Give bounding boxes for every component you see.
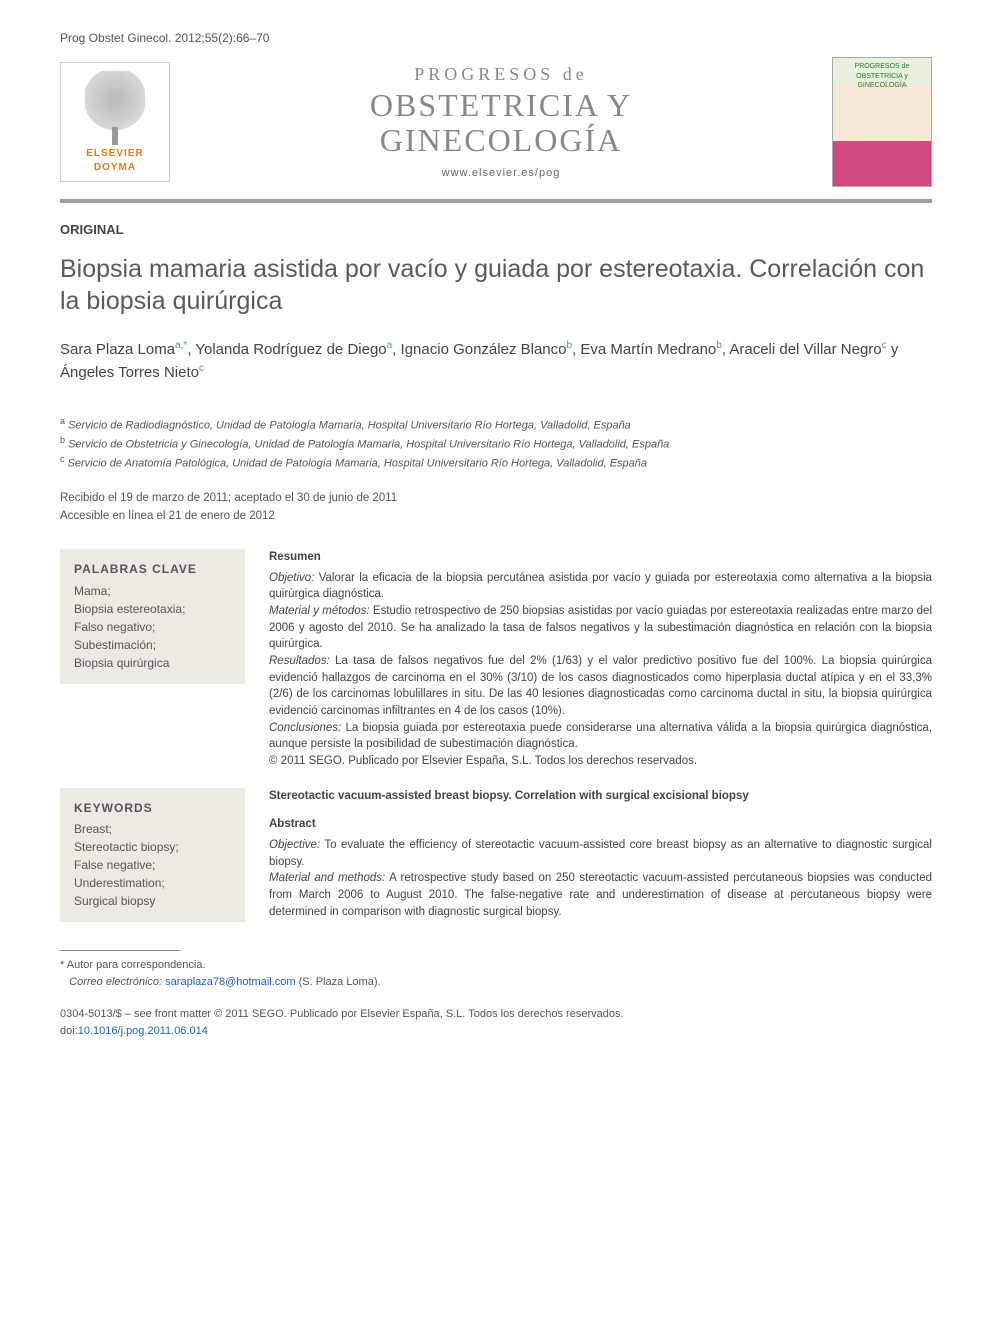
article-dates: Recibido el 19 de marzo de 2011; aceptad… (60, 490, 932, 525)
publisher-logo: ELSEVIER DOYMA (60, 62, 170, 182)
affiliations: a Servicio de Radiodiagnóstico, Unidad d… (60, 415, 932, 472)
doi-line: doi:10.1016/j.pog.2011.06.014 (60, 1023, 932, 1040)
abstract-en-material: Material and methods: A retrospective st… (269, 870, 932, 920)
abstract-en-body: Stereotactic vacuum-assisted breast biop… (269, 788, 932, 923)
keywords-head: KEYWORDS (74, 800, 231, 817)
resumen-conclusiones: Conclusiones: La biopsia guiada por este… (269, 720, 932, 753)
resultados-label: Resultados: (269, 655, 330, 667)
palabra-clave-item: Mama; (74, 582, 231, 600)
doi-prefix: doi: (60, 1025, 78, 1037)
objetivo-label: Objetivo: (269, 572, 314, 584)
elsevier-tree-icon (85, 71, 145, 141)
resumen-body: Resumen Objetivo: Valorar la eficacia de… (269, 549, 932, 770)
palabra-clave-item: Falso negativo; (74, 618, 231, 636)
publisher-name-1: ELSEVIER (86, 147, 143, 161)
abstract-block-en: KEYWORDS Breast;Stereotactic biopsy;Fals… (60, 788, 932, 923)
email-label: Correo electrónico: (69, 976, 162, 988)
keywords-box: KEYWORDS Breast;Stereotactic biopsy;Fals… (60, 788, 245, 923)
cover-text: PROGRESOS de OBSTETRICIA y GINECOLOGÍA (833, 62, 931, 91)
doi-link[interactable]: 10.1016/j.pog.2011.06.014 (78, 1025, 208, 1037)
resumen-resultados: Resultados: La tasa de falsos negativos … (269, 653, 932, 720)
resumen-objetivo: Objetivo: Valorar la eficacia de la biop… (269, 570, 932, 603)
resumen-material: Material y métodos: Estudio retrospectiv… (269, 603, 932, 653)
conclusiones-label: Conclusiones: (269, 722, 341, 734)
journal-prefix: PROGRESOS de (190, 62, 812, 87)
material-label-en: Material and methods: (269, 872, 385, 884)
email-suffix: (S. Plaza Loma). (299, 976, 381, 988)
objetivo-text: Valorar la eficacia de la biopsia percut… (269, 572, 932, 601)
journal-url: www.elsevier.es/pog (190, 166, 812, 181)
article-section-label: ORIGINAL (60, 221, 932, 239)
journal-title-block: PROGRESOS de OBSTETRICIA Y GINECOLOGÍA w… (170, 62, 832, 181)
conclusiones-text: La biopsia guiada por estereotaxia puede… (269, 722, 932, 751)
online-date: Accesible en línea el 21 de enero de 201… (60, 508, 932, 525)
keyword-item: Surgical biopsy (74, 892, 231, 910)
corresponding-email-link[interactable]: saraplaza78@hotmail.com (165, 976, 295, 988)
keyword-item: Stereotactic biopsy; (74, 838, 231, 856)
journal-header: ELSEVIER DOYMA PROGRESOS de OBSTETRICIA … (60, 57, 932, 203)
keyword-item: Breast; (74, 820, 231, 838)
corresponding-author-note: * Autor para correspondencia. (60, 957, 932, 974)
palabra-clave-item: Subestimación; (74, 636, 231, 654)
material-label: Material y métodos: (269, 605, 370, 617)
keyword-item: False negative; (74, 856, 231, 874)
received-accepted-date: Recibido el 19 de marzo de 2011; aceptad… (60, 490, 932, 507)
affiliation-line: a Servicio de Radiodiagnóstico, Unidad d… (60, 415, 932, 434)
running-head-citation: Prog Obstet Ginecol. 2012;55(2):66–70 (60, 30, 932, 47)
abstract-block-es: PALABRAS CLAVE Mama;Biopsia estereotaxia… (60, 549, 932, 770)
corresponding-email-line: Correo electrónico: saraplaza78@hotmail.… (60, 974, 932, 991)
palabras-clave-box: PALABRAS CLAVE Mama;Biopsia estereotaxia… (60, 549, 245, 684)
objective-label-en: Objective: (269, 839, 320, 851)
issn-copyright-line: 0304-5013/$ – see front matter © 2011 SE… (60, 1006, 932, 1023)
palabras-clave-head: PALABRAS CLAVE (74, 561, 231, 578)
palabra-clave-item: Biopsia quirúrgica (74, 654, 231, 672)
footnote-separator (60, 950, 180, 951)
footnotes: * Autor para correspondencia. Correo ele… (60, 957, 932, 990)
journal-title-line1: OBSTETRICIA Y (190, 88, 812, 123)
objective-text-en: To evaluate the efficiency of stereotact… (269, 839, 932, 868)
keyword-item: Underestimation; (74, 874, 231, 892)
journal-title-line2: GINECOLOGÍA (190, 123, 812, 158)
abstract-en-head: Abstract (269, 816, 932, 833)
resultados-text: La tasa de falsos negativos fue del 2% (… (269, 655, 932, 717)
resumen-copyright: © 2011 SEGO. Publicado por Elsevier Espa… (269, 753, 932, 770)
resumen-head: Resumen (269, 549, 932, 566)
footer-meta: 0304-5013/$ – see front matter © 2011 SE… (60, 1006, 932, 1039)
article-title: Biopsia mamaria asistida por vacío y gui… (60, 253, 932, 318)
journal-cover-thumbnail: PROGRESOS de OBSTETRICIA y GINECOLOGÍA (832, 57, 932, 187)
affiliation-line: c Servicio de Anatomía Patológica, Unida… (60, 453, 932, 472)
abstract-en-title: Stereotactic vacuum-assisted breast biop… (269, 788, 932, 805)
author-list: Sara Plaza Lomaa,*, Yolanda Rodríguez de… (60, 338, 932, 385)
affiliation-line: b Servicio de Obstetricia y Ginecología,… (60, 434, 932, 453)
palabra-clave-item: Biopsia estereotaxia; (74, 600, 231, 618)
publisher-name-2: DOYMA (94, 161, 136, 175)
abstract-en-objective: Objective: To evaluate the efficiency of… (269, 837, 932, 870)
